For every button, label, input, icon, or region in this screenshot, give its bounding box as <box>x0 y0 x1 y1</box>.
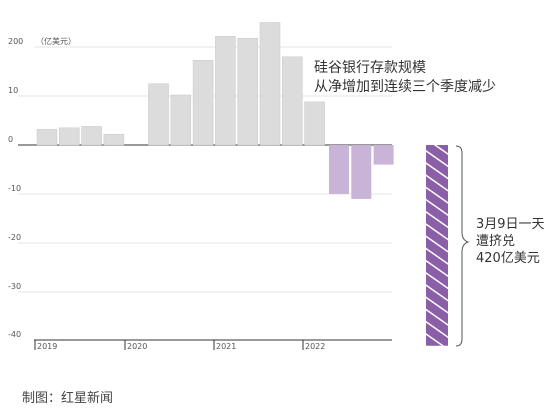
x-tick-label: 2022 <box>305 342 325 351</box>
annotation-title-line2: 从净增加到连续三个季度减少 <box>314 78 496 95</box>
y-tick-label: 200 <box>8 37 23 46</box>
x-axis-ticks: 2019 2020 2021 2022 <box>34 340 325 351</box>
bar <box>103 133 125 146</box>
y-tick-label: -10 <box>8 184 21 193</box>
x-tick-label: 2019 <box>37 342 57 351</box>
bar <box>259 22 281 146</box>
bar <box>59 127 80 146</box>
bar <box>215 35 236 146</box>
bar-special <box>426 145 448 346</box>
y-tick-label: -40 <box>8 330 21 339</box>
y-tick-label: 0 <box>8 135 13 144</box>
bar <box>304 101 325 146</box>
brace <box>455 145 470 347</box>
special-label-line3: 420亿美元 <box>476 251 540 266</box>
bars <box>36 22 448 346</box>
bar <box>237 37 258 146</box>
bar <box>81 126 102 146</box>
y-axis-ticks: 200 10 0 -10 -20 -30 -40 <box>8 37 23 339</box>
bar <box>282 56 303 146</box>
unit-label: （亿美元） <box>36 36 76 46</box>
y-tick-label: -30 <box>8 282 21 291</box>
bar <box>148 83 169 146</box>
gridlines <box>18 46 392 293</box>
y-tick-label: -20 <box>8 233 21 242</box>
bar <box>170 94 192 146</box>
bar-negative <box>329 145 349 194</box>
bar-negative <box>373 145 394 165</box>
credit-text: 制图：红星新闻 <box>22 390 113 406</box>
special-label-line1: 3月9日一天 <box>476 217 545 232</box>
bar <box>36 129 58 146</box>
x-tick-label: 2021 <box>216 342 236 351</box>
bar <box>192 59 214 146</box>
special-label-line2: 遭挤兑 <box>476 234 515 249</box>
bar-negative <box>351 145 372 199</box>
y-tick-label: 10 <box>8 86 18 95</box>
x-tick-label: 2020 <box>127 342 147 351</box>
annotation-title-line1: 硅谷银行存款规模 <box>314 60 426 76</box>
